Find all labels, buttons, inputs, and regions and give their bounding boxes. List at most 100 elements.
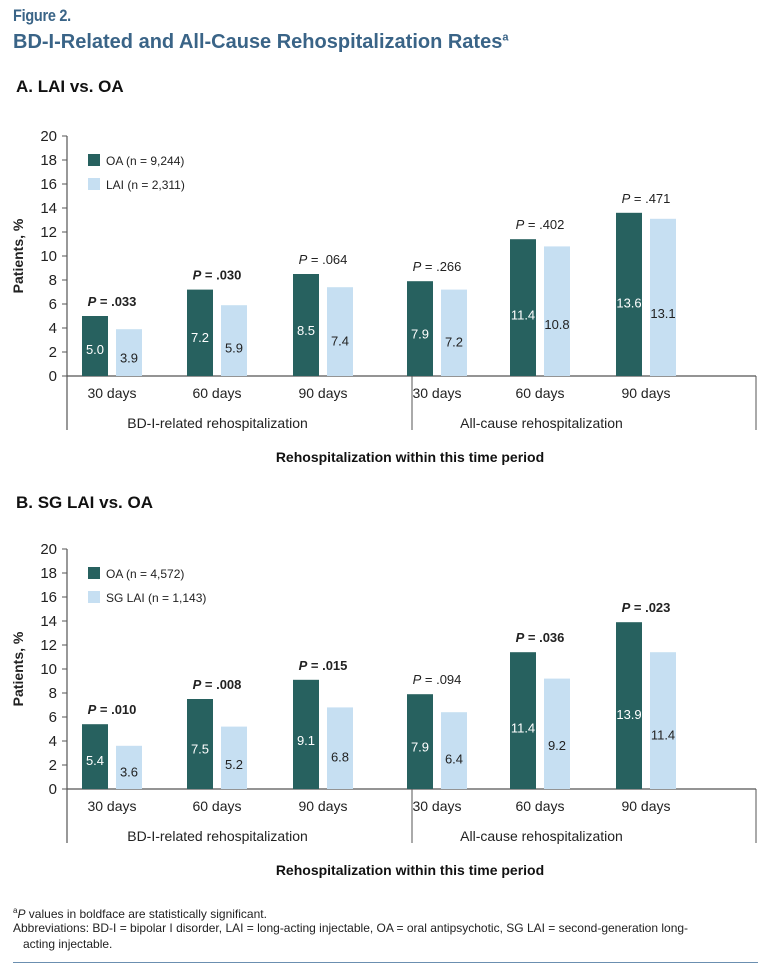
x-group-label: BD-I-related rehospitalization — [127, 415, 308, 431]
y-tick-label: 12 — [40, 224, 57, 241]
bar-oa — [510, 652, 536, 789]
bar-oa — [407, 694, 433, 789]
bar-lai — [650, 218, 676, 376]
footnote-abbreviations-line2: acting injectable. — [23, 937, 113, 951]
footnote-abbreviations: Abbreviations: BD-I = bipolar I disorder… — [13, 920, 758, 952]
bar-label-oa: 9.1 — [297, 733, 315, 748]
bar-label-oa: 5.0 — [86, 342, 104, 357]
p-symbol: P — [299, 658, 308, 673]
bar-lai — [327, 287, 353, 376]
x-tick-label: 60 days — [515, 798, 564, 814]
x-group-label: All-cause rehospitalization — [460, 415, 623, 431]
p-symbol: P — [193, 677, 202, 692]
bar-lai — [441, 712, 467, 789]
x-tick-label: 60 days — [192, 798, 241, 814]
p-value: = .094 — [421, 672, 461, 687]
y-tick-label: 8 — [49, 272, 57, 289]
p-value: = .036 — [524, 630, 564, 645]
p-value-label: P = .008 — [193, 677, 242, 692]
p-symbol: P — [622, 600, 631, 615]
y-tick-label: 6 — [49, 296, 57, 313]
figure-label: Figure 2. — [13, 6, 71, 25]
bar-lai — [221, 305, 247, 376]
y-tick-label: 12 — [40, 637, 57, 654]
x-axis-title: Rehospitalization within this time perio… — [276, 862, 544, 878]
y-axis-title: Patients, % — [10, 218, 26, 293]
bar-label-lai: 13.1 — [650, 306, 675, 321]
bar-label-lai: 6.4 — [445, 751, 463, 766]
x-tick-label: 60 days — [192, 385, 241, 401]
p-symbol: P — [622, 191, 631, 206]
y-tick-label: 6 — [49, 709, 57, 726]
y-tick-label: 20 — [40, 541, 57, 558]
x-group-label: BD-I-related rehospitalization — [127, 828, 308, 844]
bar-label-oa: 8.5 — [297, 323, 315, 338]
y-tick-label: 8 — [49, 685, 57, 702]
y-tick-label: 20 — [40, 128, 57, 145]
p-value-label: P = .010 — [88, 702, 137, 717]
legend-swatch-lai — [88, 178, 100, 190]
bar-oa — [82, 724, 108, 789]
footnote-abbreviations-line1: Abbreviations: BD-I = bipolar I disorder… — [13, 921, 689, 935]
y-tick-label: 16 — [40, 589, 57, 606]
y-tick-label: 10 — [40, 661, 57, 678]
bar-label-lai: 7.2 — [445, 334, 463, 349]
legend-swatch-lai — [88, 591, 100, 603]
y-tick-label: 0 — [49, 781, 57, 798]
y-tick-label: 2 — [49, 757, 57, 774]
bar-lai — [327, 707, 353, 789]
y-tick-label: 2 — [49, 344, 57, 361]
bar-lai — [116, 745, 142, 789]
y-tick-label: 10 — [40, 248, 57, 265]
legend-label-oa: OA (n = 9,244) — [106, 154, 184, 168]
y-tick-label: 0 — [49, 368, 57, 385]
p-value-label: P = .064 — [299, 252, 348, 267]
bar-label-oa: 13.9 — [616, 707, 641, 722]
legend-label-lai: LAI (n = 2,311) — [106, 178, 185, 192]
footnote-superscript: a — [13, 906, 18, 915]
p-value-label: P = .023 — [622, 600, 671, 615]
bar-label-oa: 13.6 — [616, 296, 641, 311]
p-value-label: P = .402 — [516, 217, 565, 232]
p-symbol: P — [516, 630, 525, 645]
bar-oa — [82, 316, 108, 376]
panel-a-title: A. LAI vs. OA — [16, 77, 124, 96]
bar-oa — [616, 212, 642, 376]
p-symbol: P — [413, 259, 422, 274]
p-value: = .015 — [307, 658, 347, 673]
x-tick-label: 90 days — [621, 798, 670, 814]
legend-label-lai: SG LAI (n = 1,143) — [106, 591, 206, 605]
p-value-label: P = .015 — [299, 658, 348, 673]
bar-label-oa: 5.4 — [86, 753, 104, 768]
bar-label-lai: 6.8 — [331, 749, 349, 764]
x-tick-label: 30 days — [412, 798, 461, 814]
legend-label-oa: OA (n = 4,572) — [106, 567, 184, 581]
p-value: = .471 — [630, 191, 670, 206]
bar-oa — [293, 274, 319, 376]
p-symbol: P — [413, 672, 422, 687]
p-value: = .023 — [630, 600, 670, 615]
x-group-label: All-cause rehospitalization — [460, 828, 623, 844]
bar-label-oa: 7.2 — [191, 330, 209, 345]
p-symbol: P — [299, 252, 308, 267]
y-tick-label: 4 — [49, 320, 57, 337]
bar-label-lai: 10.8 — [544, 317, 569, 332]
x-axis-title: Rehospitalization within this time perio… — [276, 449, 544, 465]
bar-lai — [544, 246, 570, 376]
x-tick-label: 30 days — [87, 385, 136, 401]
bar-label-lai: 5.2 — [225, 757, 243, 772]
p-value: = .010 — [96, 702, 136, 717]
p-value: = .266 — [421, 259, 461, 274]
y-tick-label: 16 — [40, 176, 57, 193]
bar-lai — [221, 726, 247, 789]
p-value: = .008 — [201, 677, 241, 692]
chart-a-lai-vs-oa: 0 2 4 6 8 10 12 14 16 18 20 Patients, % 5.0 3.9 P = .0… — [10, 128, 757, 465]
figure-title-text: BD-I-Related and All-Cause Rehospitaliza… — [13, 31, 503, 53]
y-axis-title: Patients, % — [10, 631, 26, 706]
p-symbol: P — [516, 217, 525, 232]
bar-label-oa: 7.9 — [411, 739, 429, 754]
x-tick-label: 30 days — [412, 385, 461, 401]
footnote-p: P — [17, 907, 26, 921]
figure-title: BD-I-Related and All-Cause Rehospitaliza… — [13, 31, 508, 54]
chart-b-sglai-vs-oa: 0 2 4 6 8 10 12 14 16 18 20 Patients, % 5.4 3.6 P = .0… — [10, 541, 757, 878]
